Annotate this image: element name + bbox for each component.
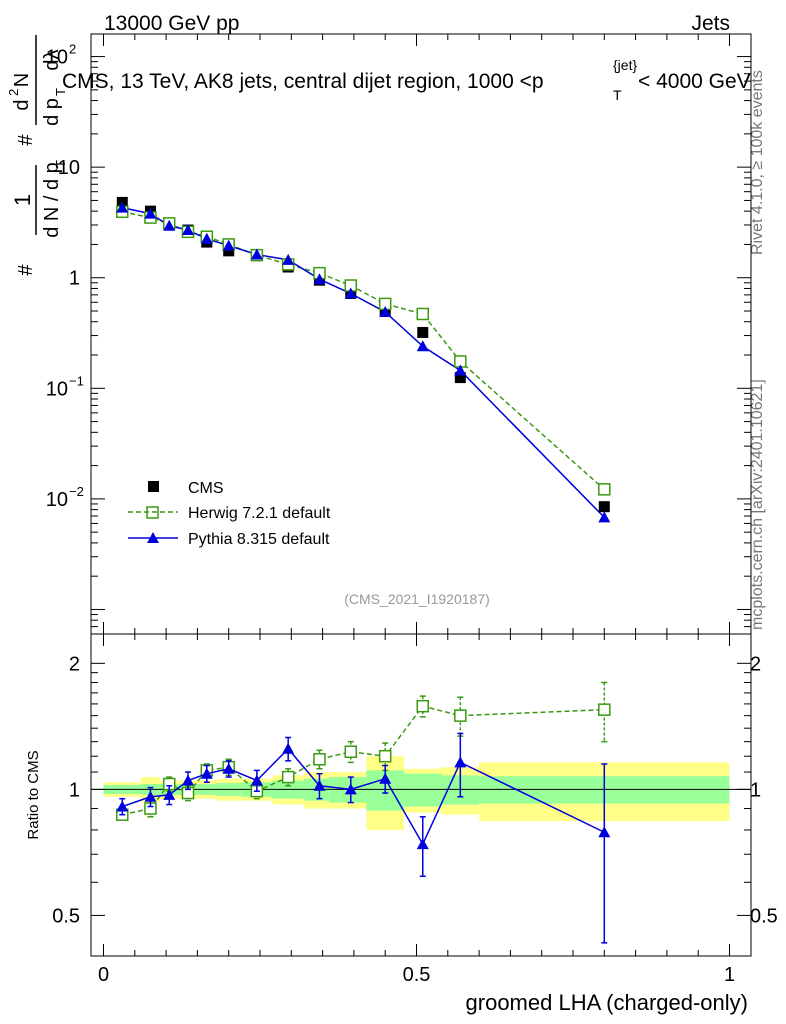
title-after: < 4000 GeV (638, 70, 751, 93)
pythia-point (344, 287, 357, 299)
herwig-ratio-point (281, 770, 295, 784)
header-jets-label: Jets (691, 12, 730, 35)
title-p: p (532, 70, 544, 93)
ratio-panel-frame (90, 633, 752, 957)
rivet-version-label: Rivet 4.1.0, ≥ 100k events (749, 70, 766, 255)
pythia-ratio-point (313, 779, 326, 791)
x-tick-label: 0 (98, 964, 109, 986)
svg-text:CMS, 13 TeV, AK8 jets, central: CMS, 13 TeV, AK8 jets, central dijet reg… (62, 70, 544, 93)
pythia-ratio-point (416, 838, 429, 850)
herwig-ratio-point (344, 745, 358, 758)
pythia-point (182, 224, 195, 236)
y-tick-label-ratio: 2 (69, 653, 80, 675)
pythia-ratio-point (454, 756, 467, 768)
pythia-point (200, 232, 213, 244)
pythia-ratio-point (344, 783, 357, 795)
pythia-point (379, 305, 392, 317)
y-tick-label-top: 10 (58, 157, 80, 179)
herwig-ratio-point (454, 709, 467, 722)
svg-text:#: # (15, 264, 37, 276)
herwig-ratio-line (122, 705, 605, 816)
y-tick-label-top-exp: −1 (69, 373, 84, 388)
pythia-point (282, 253, 295, 265)
pythia-ratio-point (250, 774, 263, 786)
header-energy-label: 13000 GeV pp (104, 12, 239, 35)
y-tick-label-top: 10 (46, 489, 68, 511)
chart-title: CMS, 13 TeV, AK8 jets, central dijet reg… (62, 57, 751, 103)
x-axis-label: groomed LHA (charged-only) (466, 990, 748, 1015)
herwig-ratio-point (598, 703, 611, 716)
pythia-ratio-line (122, 747, 605, 846)
svg-text:1: 1 (10, 194, 35, 206)
y-tick-label-top-exp: −2 (69, 484, 84, 499)
cms-point (417, 326, 429, 338)
svg-text:T: T (53, 160, 68, 168)
pythia-ratio-point (598, 826, 611, 838)
svg-text:dλ: dλ (41, 49, 63, 70)
title-sub: T (613, 87, 622, 103)
pythia-ratio-point (163, 788, 176, 800)
svg-text:d: d (11, 99, 33, 110)
pythia-ratio-point (144, 790, 157, 802)
legend-cms-marker (148, 481, 159, 492)
pythia-ratio-point (182, 774, 195, 786)
pythia-point (144, 207, 157, 219)
title-before: CMS, 13 TeV, AK8 jets, central dijet reg… (62, 70, 532, 93)
mcplots-label: mcplots.cern.ch [arXiv:2401.10621] (749, 379, 766, 630)
svg-text:d p: d p (41, 98, 63, 126)
pythia-ratio-point (222, 762, 235, 774)
svg-text:T: T (53, 88, 68, 96)
pythia-ratio-point (282, 742, 295, 754)
legend: CMS Herwig 7.2.1 default Pythia 8.315 de… (128, 480, 331, 548)
pythia-point (313, 273, 326, 285)
y-tick-label-top: 10 (46, 47, 68, 69)
pythia-point (116, 201, 129, 213)
y-tick-label-ratio: 1 (69, 779, 80, 801)
herwig-ratio-point (313, 753, 326, 766)
legend-pythia-label: Pythia 8.315 default (188, 531, 330, 548)
y-tick-label-top: 1 (69, 268, 80, 290)
pythia-ratio-point (379, 772, 392, 784)
pythia-point (454, 364, 467, 376)
pythia-point (250, 248, 263, 260)
title-sup: {jet} (613, 57, 637, 73)
y-tick-label-ratio-right: 0.5 (750, 905, 778, 927)
svg-text:N: N (11, 73, 33, 87)
y-axis-label-top: # 1 d N / d p T # d 2 N d p T dλ (6, 35, 68, 276)
x-tick-label: 0.5 (403, 964, 431, 986)
svg-text:2: 2 (6, 89, 21, 96)
herwig-ratio-point (416, 699, 430, 713)
pythia-point (163, 219, 176, 231)
pythia-point (222, 239, 235, 251)
y-tick-label-top: 10 (46, 378, 68, 400)
y-tick-label-ratio-right: 1 (750, 779, 761, 801)
cms-point (223, 245, 235, 257)
ratio-band-stat (403, 773, 442, 807)
x-tick-label: 1 (724, 964, 735, 986)
cms-point (598, 501, 610, 513)
legend-cms-label: CMS (188, 480, 224, 497)
herwig-ratio-point (378, 749, 392, 763)
pythia-line (122, 206, 605, 518)
svg-text:d N / d p: d N / d p (41, 162, 63, 238)
y-tick-label-top-exp: 2 (69, 42, 76, 57)
legend-herwig-label: Herwig 7.2.1 default (188, 505, 331, 522)
herwig-point (416, 307, 430, 321)
y-tick-label-ratio: 0.5 (52, 905, 80, 927)
cms-point (454, 372, 466, 384)
pythia-point (416, 340, 429, 352)
herwig-point (598, 483, 611, 496)
herwig-line (122, 211, 605, 490)
pythia-ratio-point (116, 800, 129, 812)
analysis-id: (CMS_2021_I1920187) (344, 591, 490, 607)
legend-herwig-marker (146, 506, 159, 519)
y-axis-label-ratio: Ratio to CMS (25, 750, 42, 839)
y-tick-label-ratio-right: 2 (750, 653, 761, 675)
pythia-ratio-point (200, 767, 213, 779)
svg-text:#: # (15, 134, 37, 146)
pythia-point (598, 511, 611, 523)
legend-pythia-marker (147, 532, 159, 543)
